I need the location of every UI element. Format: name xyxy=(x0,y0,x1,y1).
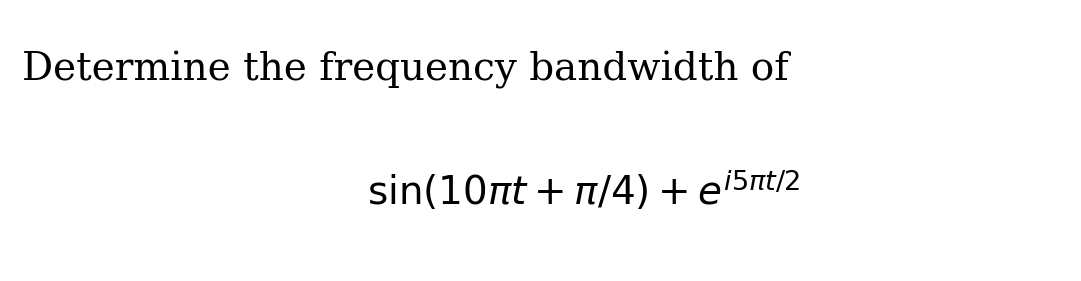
Text: $\sin(10\pi t + \pi/4) + e^{i5\pi t/2}$: $\sin(10\pi t + \pi/4) + e^{i5\pi t/2}$ xyxy=(368,169,800,214)
Text: Determine the frequency bandwidth of: Determine the frequency bandwidth of xyxy=(22,51,788,89)
